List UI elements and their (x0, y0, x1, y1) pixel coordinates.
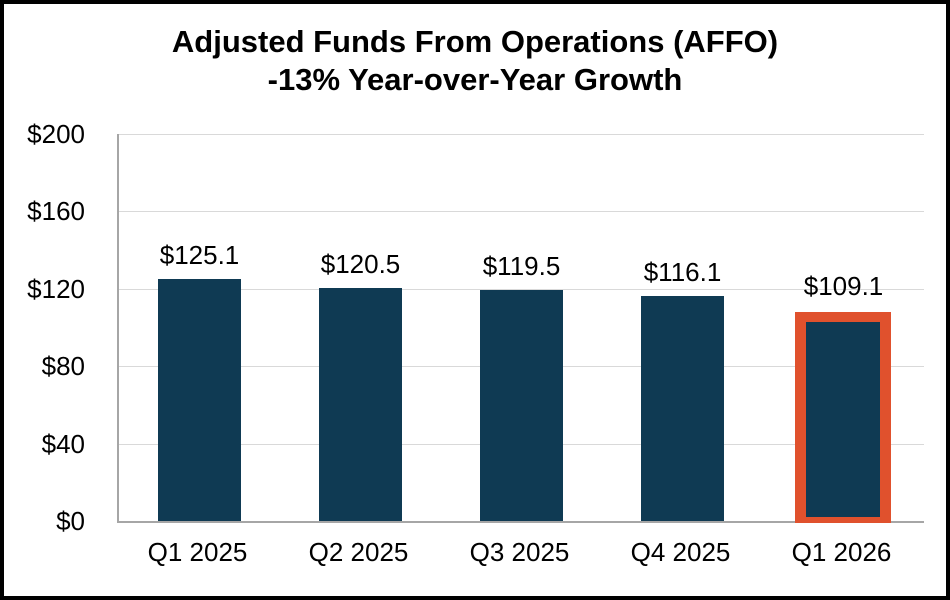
bar-value-label: $119.5 (482, 251, 561, 281)
bar-q3-2025 (480, 290, 563, 521)
x-axis-label-q3-2025: Q3 2025 (469, 537, 570, 567)
bar-value-label: $109.1 (803, 271, 884, 301)
bar-group-q2-2025: $120.5 (280, 134, 441, 521)
x-axis-label-q1-2025: Q1 2025 (147, 537, 248, 567)
chart-title: Adjusted Funds From Operations (AFFO) -1… (4, 23, 946, 99)
chart-title-line1: Adjusted Funds From Operations (AFFO) (171, 24, 779, 59)
bar-group-q4-2025: $116.1 (602, 134, 763, 521)
gridline-200 (119, 134, 924, 135)
plot-area: $125.1 $120.5 $119.5 $116.1 $109.1 (117, 134, 924, 523)
bar-q1-2026 (806, 322, 880, 517)
gridline-120 (119, 288, 924, 290)
bar-value-label: $125.1 (159, 240, 240, 270)
y-axis-label-80: $80 (41, 351, 85, 381)
bar-value-label: $120.5 (320, 249, 401, 279)
bar-value-label: $116.1 (643, 257, 722, 287)
x-axis-label-q2-2025: Q2 2025 (308, 537, 409, 567)
gridline-160 (119, 211, 924, 213)
bar-q4-2025 (641, 296, 724, 521)
bar-q1-2025 (158, 279, 241, 521)
bar-group-q1-2026: $109.1 (763, 134, 924, 523)
chart-title-line2: -13% Year-over-Year Growth (267, 62, 683, 97)
y-axis-label-40: $40 (41, 429, 85, 459)
y-axis-label-160: $160 (27, 196, 85, 226)
y-axis-label-0: $0 (56, 506, 85, 536)
x-axis-label-q1-2026: Q1 2026 (791, 537, 892, 567)
bar-q2-2025 (319, 288, 402, 521)
y-axis-label-120: $120 (27, 274, 85, 304)
y-axis-label-200: $200 (27, 119, 85, 149)
bar-group-q3-2025: $119.5 (441, 134, 602, 521)
bar-group-q1-2025: $125.1 (119, 134, 280, 521)
bar-highlight-border (795, 312, 891, 523)
x-axis-label-q4-2025: Q4 2025 (630, 537, 731, 567)
